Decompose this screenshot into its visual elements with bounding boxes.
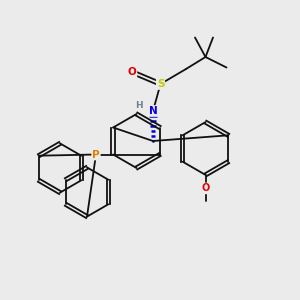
Text: S: S: [157, 79, 164, 89]
Text: O: O: [128, 67, 136, 77]
Text: O: O: [201, 183, 210, 194]
Text: N: N: [148, 106, 158, 116]
Text: H: H: [135, 101, 142, 110]
Text: P: P: [92, 149, 100, 160]
